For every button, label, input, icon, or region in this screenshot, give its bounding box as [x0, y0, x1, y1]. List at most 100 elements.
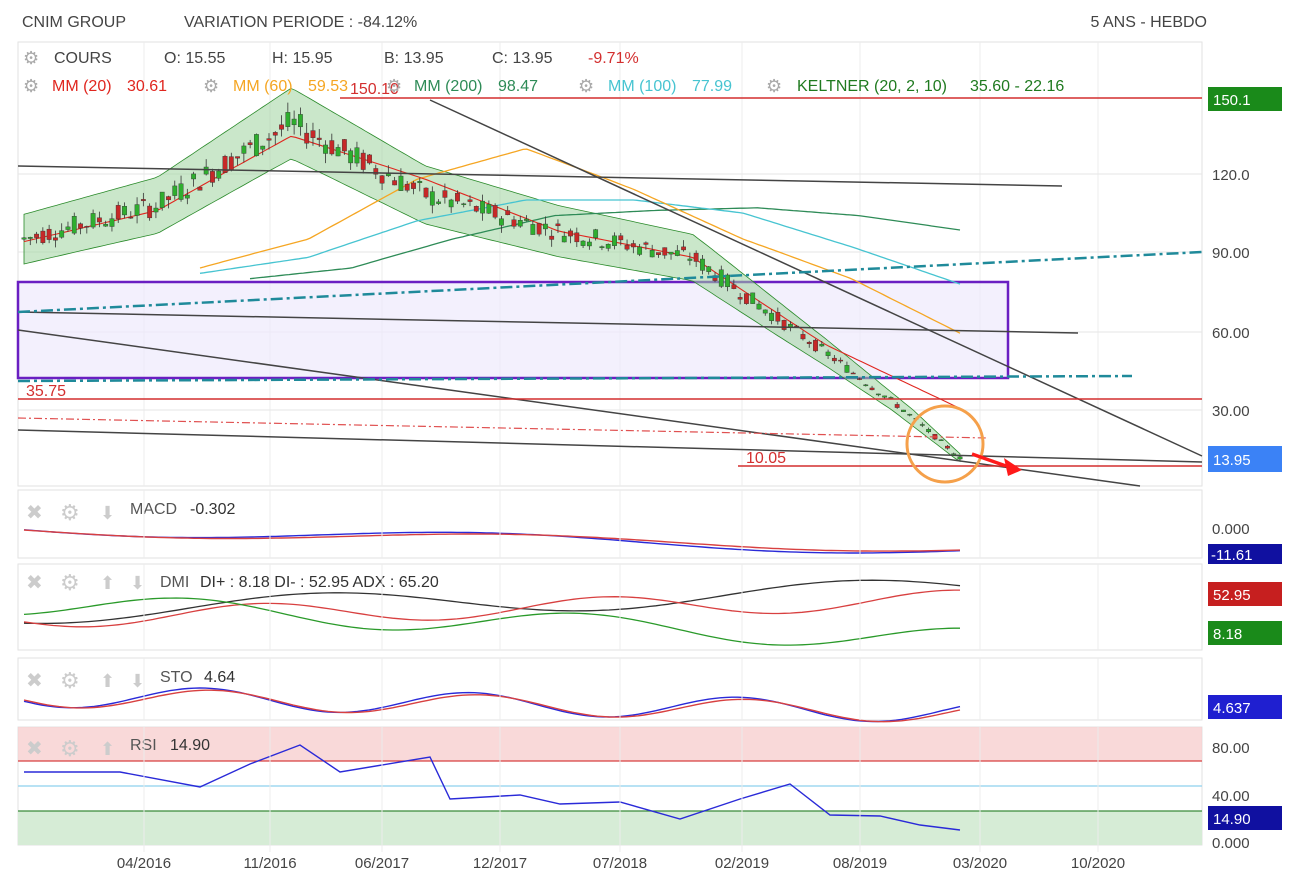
candle-body — [542, 223, 548, 230]
candle-body — [674, 250, 680, 256]
trendline-upper[interactable] — [17, 165, 1063, 187]
gear-icon[interactable]: ⚙ — [60, 500, 80, 525]
level-35-label: 35.75 — [26, 383, 66, 400]
rsi-tick: 40.00 — [1212, 788, 1250, 805]
close-icon[interactable]: ✖ — [26, 572, 43, 594]
candle-body — [938, 439, 944, 441]
di-plus-tag — [1208, 621, 1282, 645]
gear-icon[interactable]: ⚙ — [23, 76, 39, 96]
candle-body — [210, 171, 215, 183]
time-tick: 04/2016 — [117, 855, 171, 872]
candle-body — [473, 206, 479, 212]
trendline-mid[interactable] — [17, 311, 1079, 334]
candle-body — [480, 200, 485, 214]
gear-icon[interactable]: ⚙ — [203, 76, 219, 96]
time-tick: 02/2019 — [715, 855, 769, 872]
keltner-value: 35.60 - 22.16 — [970, 78, 1064, 95]
candle-body — [700, 258, 705, 271]
candle-body — [825, 351, 831, 356]
rsi-overbought-zone — [18, 727, 1202, 761]
candle-body — [128, 216, 134, 219]
di-plus-line — [23, 597, 960, 646]
candle-body — [436, 201, 442, 204]
open-value: O: 15.55 — [164, 50, 225, 67]
candle-body — [612, 235, 617, 246]
arrow-up-icon[interactable]: ⬆ — [100, 671, 115, 691]
close-icon[interactable]: ✖ — [26, 502, 43, 524]
arrow-up-icon[interactable]: ⬆ — [100, 573, 115, 593]
candle-body — [184, 194, 190, 199]
candle-body — [549, 235, 555, 240]
mm20-label: MM (20) — [52, 78, 112, 95]
dash-dot-line-rising[interactable] — [17, 250, 1203, 314]
candle-body — [153, 207, 159, 213]
price-tick: 60.00 — [1212, 325, 1250, 342]
gear-icon[interactable]: ⚙ — [23, 48, 39, 68]
level-10-label: 10.05 — [746, 450, 786, 467]
candle-body — [643, 242, 649, 245]
candle-body — [147, 205, 153, 219]
candle-body — [574, 232, 580, 243]
gear-icon[interactable]: ⚙ — [766, 76, 782, 96]
dash-dot-line-flat[interactable] — [17, 374, 1133, 383]
candle-body — [580, 240, 586, 246]
mm200-line — [249, 207, 961, 280]
rsi-line — [24, 744, 961, 831]
dmi-values: DI+ : 8.18 DI- : 52.95 ADX : 65.20 — [200, 574, 439, 591]
candle-body — [159, 191, 165, 208]
trend-lines[interactable] — [17, 97, 1203, 487]
gear-icon[interactable]: ⚙ — [578, 76, 594, 96]
candle-body — [59, 230, 65, 238]
dash-dot-line-red[interactable] — [17, 417, 989, 439]
arrow-down-icon[interactable]: ⬇ — [130, 671, 145, 691]
trendline-lower-1[interactable] — [17, 329, 1141, 487]
candle-body — [838, 359, 844, 362]
mm100-value: 77.99 — [692, 78, 732, 95]
price-panel: 150.10 35.75 10.05 ⚙ COURS O: 15.55 H: 1… — [16, 41, 1282, 487]
close-icon[interactable]: ✖ — [26, 670, 43, 692]
candle-body — [875, 393, 881, 396]
trendline-lower-2[interactable] — [17, 429, 1203, 463]
highlight-circle[interactable] — [905, 404, 985, 484]
low-value: B: 13.95 — [384, 50, 444, 67]
gear-icon[interactable]: ⚙ — [60, 736, 80, 761]
candle-body — [115, 205, 121, 220]
candle-body — [907, 413, 913, 416]
candle-body — [65, 226, 71, 230]
down-arrow-icon[interactable] — [971, 452, 1022, 476]
arrow-up-icon[interactable]: ⬆ — [100, 739, 115, 759]
candle-body — [172, 185, 178, 196]
candle-body — [279, 124, 284, 130]
close-icon[interactable]: ✖ — [26, 738, 43, 760]
rsi-tag — [1208, 806, 1282, 830]
candle-body — [404, 183, 410, 191]
candle-body — [882, 395, 888, 398]
candle-body — [335, 147, 341, 157]
support-zone[interactable] — [16, 280, 1010, 380]
di-minus-tag — [1208, 582, 1282, 606]
arrow-down-icon[interactable]: ⬇ — [100, 503, 115, 523]
trendline-downtrend[interactable] — [429, 99, 1203, 457]
gear-icon[interactable]: ⚙ — [386, 76, 402, 96]
candle-body — [216, 170, 222, 179]
candle-body — [417, 181, 423, 183]
sto-tag — [1208, 695, 1282, 719]
keltner-label: KELTNER (20, 2, 10) — [797, 78, 947, 95]
candle-body — [637, 246, 643, 255]
candle-body — [429, 191, 435, 206]
time-axis: 04/2016 11/2016 06/2017 12/2017 07/2018 02/20… — [117, 490, 1125, 872]
candle-body — [844, 365, 850, 373]
candle-body — [285, 112, 291, 127]
candle-body — [762, 309, 768, 314]
arrow-down-icon[interactable]: ⬇ — [130, 573, 145, 593]
gear-icon[interactable]: ⚙ — [60, 570, 80, 595]
high-level-label: 150.10 — [350, 81, 399, 98]
period-selector[interactable]: 5 ANS - HEBDO — [1091, 14, 1207, 31]
candle-body — [27, 237, 33, 239]
candle-body — [329, 140, 335, 155]
macd-tag-text: -11.61 — [1211, 547, 1252, 564]
candle-body — [524, 218, 529, 221]
gear-icon[interactable]: ⚙ — [60, 668, 80, 693]
close-value: C: 13.95 — [492, 50, 553, 67]
candle-body — [725, 274, 730, 288]
